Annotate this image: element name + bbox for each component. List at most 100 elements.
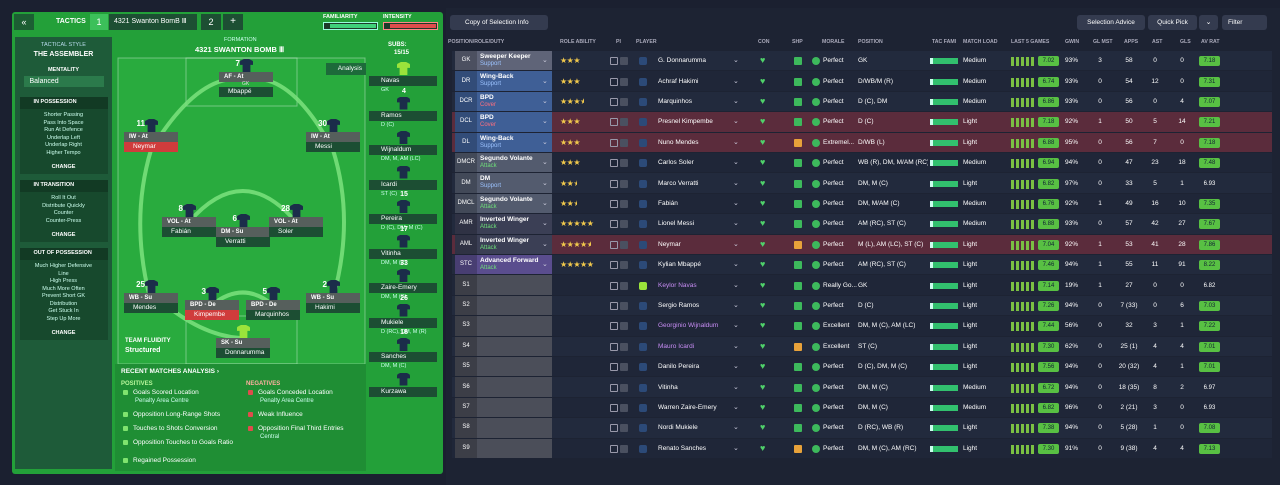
mentality-dropdown[interactable]: Balanced: [23, 76, 104, 87]
player-name[interactable]: Mauro Icardi: [658, 342, 695, 350]
quick-pick[interactable]: Quick Pick: [1148, 15, 1197, 30]
player-name[interactable]: Georginio Wijnaldum: [658, 322, 719, 330]
player-name[interactable]: Nuno Mendes: [658, 138, 699, 146]
sub-name-bar[interactable]: Mukiele: [369, 317, 437, 328]
name-bar[interactable]: Kimpembe: [185, 310, 239, 320]
role[interactable]: BPD: [480, 93, 494, 101]
player-name[interactable]: Carlos Soler: [658, 159, 694, 167]
column-header[interactable]: GLS: [1180, 39, 1191, 45]
analysis-title[interactable]: RECENT MATCHES ANALYSIS ›: [121, 368, 219, 375]
view-button[interactable]: Copy of Selection Info: [450, 15, 548, 30]
role[interactable]: BPD: [480, 114, 494, 122]
player-name[interactable]: Marco Verratti: [658, 179, 699, 187]
role-bar[interactable]: WB - Su: [124, 293, 178, 303]
change-button[interactable]: CHANGE: [51, 232, 76, 238]
column-header[interactable]: POSITION: [858, 39, 883, 45]
column-header[interactable]: SHP: [792, 39, 803, 45]
selection-advice[interactable]: Selection Advice: [1077, 15, 1145, 30]
tactic-name[interactable]: 4321 Swanton BomB Ⅲ: [109, 14, 197, 30]
sub-name-bar[interactable]: Kurzawa: [369, 386, 437, 397]
gwin: 92%: [1065, 118, 1079, 126]
player-name[interactable]: Nordi Mukiele: [658, 424, 698, 432]
role[interactable]: DM: [480, 175, 491, 183]
player-name[interactable]: Neymar: [658, 240, 681, 248]
sub-name-bar[interactable]: Pereira: [369, 214, 437, 224]
column-header[interactable]: POSITION/ROLE/DUTY: [448, 39, 505, 45]
role-bar[interactable]: BPD - De: [185, 300, 239, 310]
column-header[interactable]: GWIN: [1065, 39, 1080, 45]
role-bar[interactable]: WB - Su: [306, 293, 360, 303]
slot-2[interactable]: 2: [201, 14, 221, 30]
role[interactable]: Sweeper Keeper: [480, 53, 531, 60]
role-ability: ★★★: [560, 158, 581, 168]
name-bar[interactable]: Hakimi: [306, 303, 360, 313]
role[interactable]: Inverted Winger: [480, 216, 530, 224]
role-cell: [477, 132, 552, 152]
player-name[interactable]: Lionel Messi: [658, 220, 695, 228]
role-bar[interactable]: DM - Su: [216, 227, 270, 237]
player-name[interactable]: Danilo Pereira: [658, 363, 700, 371]
column-header[interactable]: MATCH LOAD: [963, 39, 998, 45]
role-bar[interactable]: IW - At: [124, 132, 178, 142]
player-name[interactable]: Presnel Kimpembe: [658, 118, 713, 126]
back-button[interactable]: «: [14, 14, 34, 30]
change-button[interactable]: CHANGE: [51, 330, 76, 336]
role[interactable]: Wing-Back: [480, 134, 514, 142]
last5-rating: 6.76: [1038, 199, 1059, 209]
role[interactable]: Segundo Volante: [480, 155, 533, 162]
player-name[interactable]: G. Donnarumma: [658, 57, 707, 65]
slot-1[interactable]: 1: [90, 14, 108, 30]
role-bar[interactable]: VOL - At: [269, 217, 323, 227]
name-bar[interactable]: Verratti: [216, 237, 270, 247]
role[interactable]: Segundo Volante: [480, 195, 533, 203]
name-bar[interactable]: Fabián: [162, 227, 216, 237]
sub-name-bar[interactable]: Navas: [369, 76, 437, 86]
column-header[interactable]: AV RAT: [1201, 39, 1220, 45]
role-bar[interactable]: VOL - At: [162, 217, 216, 227]
name-bar[interactable]: Marquinhos: [246, 310, 300, 320]
column-header[interactable]: LAST 5 GAMES: [1011, 39, 1050, 45]
player-name[interactable]: Keylor Navas: [658, 281, 697, 289]
tactics-tab[interactable]: TACTICS: [56, 18, 86, 25]
player-name[interactable]: Kylian Mbappé: [658, 261, 701, 269]
name-bar[interactable]: Mbappé: [219, 87, 273, 97]
role-bar[interactable]: SK - Su: [216, 338, 270, 348]
player-name[interactable]: Warren Zaire-Emery: [658, 404, 717, 411]
player-name[interactable]: Renato Sanches: [658, 444, 707, 452]
name-bar[interactable]: Soler: [269, 227, 323, 237]
player-name[interactable]: Vitinha: [658, 383, 678, 391]
name-bar[interactable]: Neymar: [124, 142, 178, 152]
role-bar[interactable]: AF - At: [219, 72, 273, 82]
filter-button[interactable]: Filter: [1222, 15, 1267, 30]
column-header[interactable]: GL MST: [1093, 39, 1113, 45]
name-bar[interactable]: Mendes: [124, 303, 178, 313]
sub-name-bar[interactable]: Wijnaldum: [369, 145, 437, 155]
analysis-button[interactable]: Analysis: [326, 63, 366, 75]
column-header[interactable]: MORALE: [822, 39, 845, 45]
column-header[interactable]: TAC FAMI: [932, 39, 957, 45]
column-header[interactable]: CON: [758, 39, 770, 45]
sub-name-bar[interactable]: Ramos: [369, 110, 437, 121]
column-header[interactable]: ROLE ABILITY: [560, 39, 596, 45]
player-name[interactable]: Fabián: [658, 200, 678, 207]
sub-name-bar[interactable]: Sanches: [369, 352, 437, 362]
column-header[interactable]: AST: [1152, 39, 1163, 45]
column-header[interactable]: PLAYER: [636, 39, 657, 45]
name-bar[interactable]: Donnarumma: [216, 348, 270, 358]
sub-name-bar[interactable]: Icardi: [369, 179, 437, 190]
role[interactable]: Advanced Forward: [480, 257, 539, 264]
add-tactic[interactable]: +: [223, 14, 243, 30]
role-bar[interactable]: BPD - De: [246, 300, 300, 310]
player-name[interactable]: Achraf Hakimi: [658, 77, 699, 85]
role[interactable]: Inverted Winger: [480, 236, 530, 244]
column-header[interactable]: PI: [616, 39, 621, 45]
player-name[interactable]: Marquinhos: [658, 98, 692, 105]
sub-name-bar[interactable]: Zaire-Emery: [369, 283, 437, 293]
sub-name-bar[interactable]: Vitinha: [369, 248, 437, 259]
column-header[interactable]: APPS: [1124, 39, 1139, 45]
role-bar[interactable]: IW - At: [306, 132, 360, 142]
name-bar[interactable]: Messi: [306, 142, 360, 152]
player-name[interactable]: Sergio Ramos: [658, 302, 700, 309]
change-button[interactable]: CHANGE: [51, 164, 76, 170]
role[interactable]: Wing-Back: [480, 73, 514, 81]
